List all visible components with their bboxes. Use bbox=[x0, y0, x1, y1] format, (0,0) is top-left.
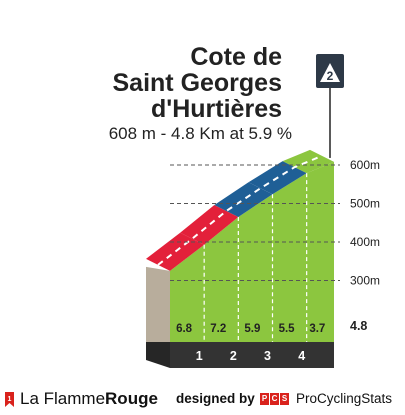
procyclingstats-text: ProCyclingStats bbox=[296, 391, 393, 406]
y-tick-label: 500m bbox=[350, 197, 380, 211]
profile-side-wall bbox=[146, 266, 170, 342]
distance-axis-side bbox=[146, 342, 170, 368]
brand-bold-text: Rouge bbox=[105, 389, 158, 408]
gradient-label: 6.8 bbox=[176, 323, 193, 335]
km-tick-label: 2 bbox=[230, 349, 237, 363]
gradient-label: 3.7 bbox=[309, 323, 325, 335]
climb-title-line-3: d'Hurtières bbox=[151, 95, 282, 123]
category-number: 2 bbox=[327, 69, 334, 83]
profile-top-segment bbox=[180, 204, 239, 245]
gradient-label: 5.9 bbox=[244, 323, 260, 335]
profile-centerline bbox=[157, 154, 323, 266]
y-tick-label: 600m bbox=[350, 158, 380, 172]
brand-la-flamme-rouge: La FlammeRouge bbox=[20, 386, 158, 412]
brand-light-text: La Flamme bbox=[20, 389, 106, 408]
climb-title-line-1: Cote de bbox=[190, 43, 282, 71]
pcs-letter: P bbox=[260, 393, 269, 405]
km-tick-label: 3 bbox=[264, 349, 271, 363]
svg-text:1: 1 bbox=[8, 396, 12, 403]
category-triangle-icon bbox=[320, 63, 340, 82]
gradient-label: 5.5 bbox=[279, 323, 296, 335]
y-tick-label: 300m bbox=[350, 274, 380, 288]
designed-by-text: designed by bbox=[176, 391, 255, 406]
total-distance-label: 4.8 bbox=[350, 319, 367, 333]
distance-axis-strip bbox=[170, 342, 334, 368]
profile-top-segment bbox=[146, 232, 205, 271]
km-tick-label: 1 bbox=[196, 349, 203, 363]
pcs-letter: C bbox=[270, 393, 279, 405]
footer: 1 La FlammeRouge designed by P C S ProCy… bbox=[0, 386, 405, 415]
climb-title-line-2: Saint Georges bbox=[112, 69, 283, 97]
flame-rouge-logo-icon: 1 bbox=[5, 392, 14, 407]
pcs-letter: S bbox=[280, 393, 289, 405]
climb-subtitle: 608 m - 4.8 Km at 5.9 % bbox=[108, 124, 292, 143]
km-tick-label: 4 bbox=[298, 349, 305, 363]
profile-front-face bbox=[170, 161, 334, 342]
gradient-label: 7.2 bbox=[210, 323, 226, 335]
y-tick-label: 400m bbox=[350, 235, 380, 249]
pcs-logo-icon: P C S bbox=[260, 393, 289, 405]
